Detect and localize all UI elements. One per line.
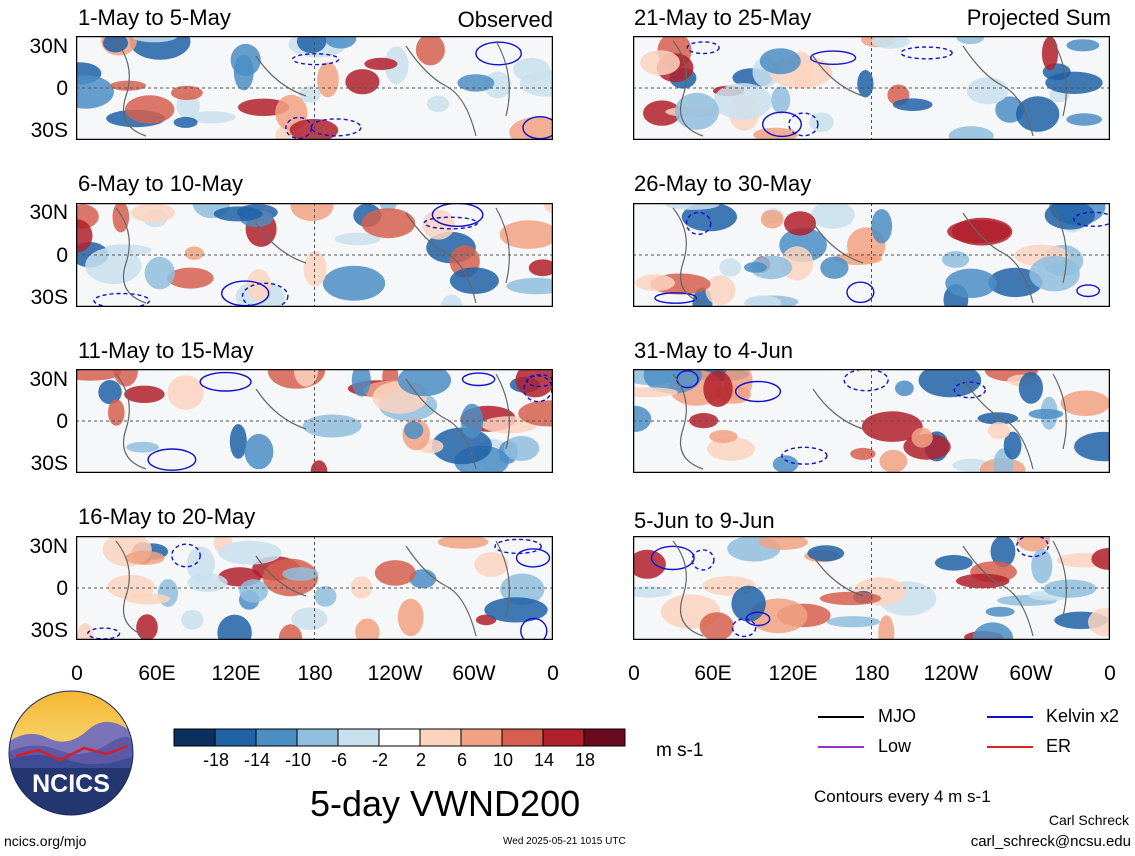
lat-label-30s: 30S: [30, 452, 68, 475]
lon-label: 120E: [211, 662, 261, 685]
map-panel-5: [76, 369, 553, 473]
lon-label: 60E: [138, 662, 176, 685]
legend-line-kelvin: [987, 716, 1033, 718]
colorbar-swatch: [460, 728, 503, 747]
lat-label-30s: 30S: [30, 619, 68, 642]
footer-author: Carl Schreck: [1048, 812, 1129, 828]
lon-label: 0: [1104, 662, 1116, 685]
legend-label-kelvin: Kelvin x2: [1046, 706, 1120, 726]
colorbar-swatch: [419, 728, 462, 747]
colorbar-tick: 2: [415, 750, 426, 770]
map-panel-3: [76, 203, 553, 307]
footer-timestamp: Wed 2025-05-21 1015 UTC: [503, 836, 626, 847]
lon-label: 120E: [768, 662, 818, 685]
panel-tag-projected: Projected Sum: [966, 5, 1111, 30]
lat-label-0: 0: [56, 77, 68, 100]
colorbar-swatch: [337, 728, 380, 747]
map-panel-1: [76, 36, 553, 140]
lat-label-30n: 30N: [29, 35, 68, 58]
contours-note: Contours every 4 m s-1: [814, 787, 991, 806]
colorbar-tick: -6: [330, 750, 347, 770]
lat-label-30s: 30S: [30, 286, 68, 309]
lon-label: 120W: [923, 662, 979, 685]
panel-title-8: 5-Jun to 9-Jun: [634, 508, 775, 533]
panel-title-1: 1-May to 5-May: [78, 5, 231, 30]
colorbar-tick: -2: [371, 750, 388, 770]
lon-label: 180: [854, 662, 890, 685]
lon-label: 60E: [694, 662, 732, 685]
lat-label-30s: 30S: [30, 119, 68, 142]
colorbar-tick: 14: [533, 750, 555, 770]
panel-title-5: 11-May to 15-May: [78, 338, 254, 363]
map-panel-4: [633, 203, 1110, 307]
lat-label-30n: 30N: [29, 368, 68, 391]
legend-label-er: ER: [1046, 736, 1072, 756]
lat-label-30n: 30N: [29, 201, 68, 224]
legend-label-mjo: MJO: [878, 706, 916, 726]
lat-label-0: 0: [56, 410, 68, 433]
lon-label: 0: [628, 662, 640, 685]
legend-line-low: [818, 746, 864, 748]
colorbar-tick: 6: [456, 750, 467, 770]
footer-url[interactable]: ncics.org/mjo: [4, 833, 87, 849]
panel-title-7: 16-May to 20-May: [78, 504, 256, 529]
lon-label: 120W: [367, 662, 423, 685]
footer-email[interactable]: carl_schreck@ncsu.edu: [970, 833, 1131, 850]
colorbar-swatch: [255, 728, 298, 747]
map-panel-7: [76, 536, 553, 640]
panel-title-3: 6-May to 10-May: [78, 171, 244, 196]
colorbar-tick: -14: [243, 750, 270, 770]
colorbar-units: m s-1: [656, 740, 704, 761]
legend-label-low: Low: [878, 736, 912, 756]
lat-label-0: 0: [56, 577, 68, 600]
lon-label: 0: [71, 662, 83, 685]
lon-label: 0: [547, 662, 559, 685]
lon-label: 180: [297, 662, 333, 685]
colorbar-tick: 18: [574, 750, 596, 770]
panel-title-4: 26-May to 30-May: [634, 171, 812, 196]
legend-line-mjo: [818, 716, 864, 718]
lat-label-0: 0: [56, 244, 68, 267]
colorbar-swatch: [583, 728, 626, 747]
lat-label-30n: 30N: [29, 535, 68, 558]
main-title: 5-day VWND200: [310, 783, 581, 824]
panel-title-2: 21-May to 25-May: [634, 5, 812, 30]
colorbar-tick: 10: [492, 750, 514, 770]
colorbar-swatch: [173, 728, 216, 747]
panel-tag-observed: Observed: [457, 7, 553, 32]
colorbar-tick: -10: [284, 750, 311, 770]
colorbar-swatch: [542, 728, 585, 747]
colorbar-swatch: [378, 728, 421, 747]
colorbar-swatch: [296, 728, 339, 747]
panel-title-6: 31-May to 4-Jun: [634, 338, 793, 363]
map-panel-2: [633, 36, 1110, 140]
lon-label: 60W: [1009, 662, 1053, 685]
ncics-logo: NCICS: [8, 690, 134, 816]
legend-line-er: [987, 746, 1033, 748]
logo-text: NCICS: [32, 770, 110, 798]
map-panel-8: [633, 536, 1110, 640]
lon-label: 60W: [452, 662, 496, 685]
map-panel-6: [633, 369, 1110, 473]
colorbar-swatch: [214, 728, 257, 747]
colorbar-swatch: [501, 728, 544, 747]
colorbar: [173, 728, 626, 747]
colorbar-tick: -18: [202, 750, 229, 770]
